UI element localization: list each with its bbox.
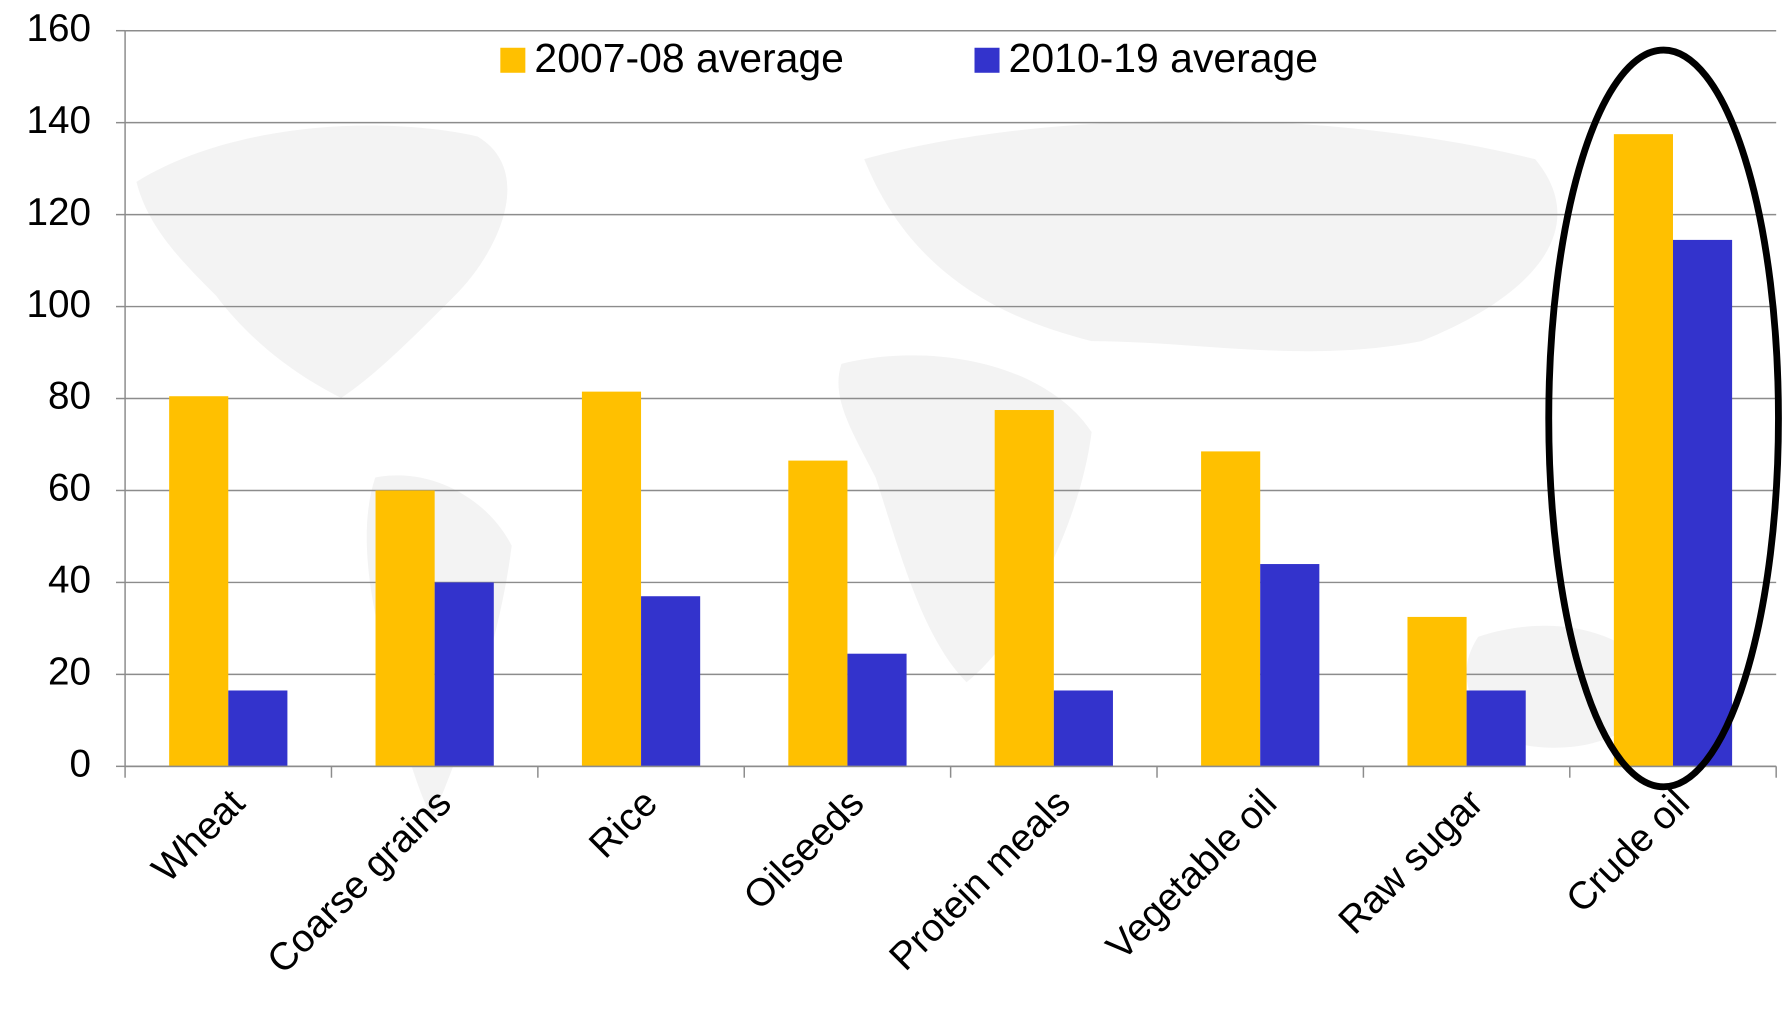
bar — [1260, 564, 1320, 767]
bar — [641, 596, 701, 767]
x-tick-label: Oilseeds — [736, 781, 873, 918]
legend-label: 2007-08 average — [534, 35, 843, 81]
y-tick-label: 20 — [48, 651, 91, 694]
legend-swatch — [500, 47, 526, 73]
x-tick-label: Protein meals — [881, 781, 1079, 979]
x-tick-label: Vegetable oil — [1098, 781, 1285, 968]
y-tick-label: 100 — [26, 283, 91, 326]
bar — [1201, 451, 1261, 767]
bar — [1613, 134, 1673, 767]
x-tick-label: Crude oil — [1558, 781, 1698, 921]
bar — [581, 391, 642, 767]
bar — [1407, 616, 1467, 767]
legend-swatch — [974, 47, 1000, 73]
x-tick-label: Coarse grains — [259, 781, 460, 982]
y-tick-label: 80 — [48, 375, 91, 418]
y-tick-label: 60 — [48, 467, 91, 510]
bar — [228, 690, 288, 767]
highlight-ellipse — [1545, 46, 1782, 791]
bar — [847, 653, 907, 767]
x-tick-label: Rice — [581, 781, 666, 866]
bar — [1672, 239, 1733, 767]
y-tick-label: 0 — [69, 743, 91, 786]
x-tick-label: Raw sugar — [1330, 781, 1491, 942]
y-tick-label: 140 — [26, 99, 91, 142]
legend-label: 2010-19 average — [1009, 35, 1318, 81]
y-tick-label: 40 — [48, 559, 91, 602]
x-tick-label: Wheat — [144, 781, 254, 891]
bar — [1053, 690, 1113, 767]
y-tick-label: 160 — [26, 7, 91, 50]
bar — [434, 582, 494, 767]
y-tick-label: 120 — [26, 191, 91, 234]
bar — [1466, 690, 1526, 767]
bar — [788, 460, 848, 767]
bar — [169, 396, 229, 767]
bar — [375, 490, 435, 767]
bar — [994, 410, 1054, 767]
